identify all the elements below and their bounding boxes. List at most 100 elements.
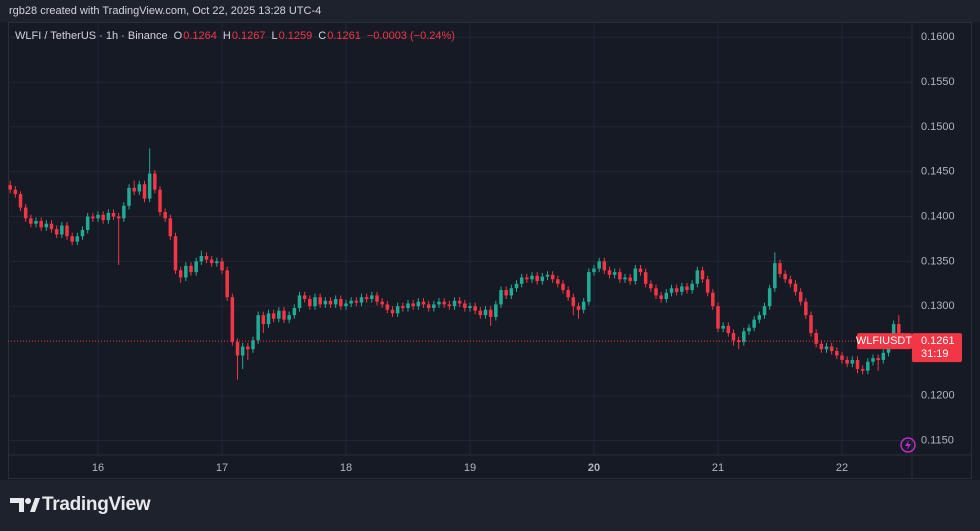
- candle-body: [199, 255, 204, 262]
- candle-body: [638, 268, 643, 273]
- candle-body: [659, 295, 663, 300]
- candle-body: [370, 295, 374, 300]
- candle-body: [628, 277, 632, 282]
- candle-body: [106, 212, 111, 221]
- candle-body: [597, 261, 601, 269]
- alert-icon[interactable]: [900, 437, 916, 453]
- candle-body: [695, 270, 700, 284]
- y-tick-label: 0.1500: [921, 121, 955, 133]
- candle-body: [855, 359, 860, 369]
- candle-body: [571, 297, 576, 307]
- candle-body: [519, 277, 524, 284]
- candle-body: [116, 216, 121, 219]
- candle-body: [8, 185, 12, 190]
- candle-body: [416, 301, 421, 307]
- candle-body: [726, 325, 731, 334]
- candle-body: [101, 214, 105, 221]
- candle-body: [463, 303, 467, 308]
- candle-body: [168, 218, 173, 237]
- candle-body: [364, 297, 369, 300]
- candle-body: [798, 291, 803, 302]
- x-tick-label: 22: [836, 462, 848, 474]
- candle-body: [230, 297, 235, 343]
- candle-body: [359, 297, 364, 303]
- candle-body: [122, 205, 126, 219]
- x-tick-label: 17: [216, 462, 228, 474]
- ohlc-value: 0.1264: [183, 30, 217, 42]
- candle-body: [711, 292, 715, 307]
- candle-body: [804, 301, 808, 316]
- chart-background: [0, 22, 980, 480]
- candle-body: [809, 315, 813, 334]
- candle-body: [654, 288, 658, 296]
- candle-body: [607, 270, 612, 275]
- candle-body: [633, 268, 638, 282]
- candle-body: [561, 283, 565, 291]
- candle-body: [302, 295, 307, 300]
- candle-body: [39, 221, 43, 228]
- candle-body: [137, 184, 142, 192]
- y-tick-label: 0.1450: [921, 166, 955, 178]
- candle-body: [840, 355, 844, 360]
- candle-body: [111, 212, 116, 217]
- candle-body: [793, 283, 798, 292]
- candle-body: [54, 229, 59, 235]
- ohlc-key: O: [173, 30, 183, 42]
- candle-body: [65, 225, 69, 237]
- candle-body: [318, 297, 322, 305]
- candle-body: [271, 313, 276, 319]
- y-tick-label: 0.1550: [921, 76, 955, 88]
- candle-body: [618, 272, 622, 280]
- grid: [8, 22, 912, 455]
- candle-body: [473, 306, 477, 311]
- candle-body: [850, 359, 855, 364]
- logo-dot: [25, 498, 31, 504]
- candle-body: [333, 299, 338, 305]
- candle-body: [742, 331, 746, 343]
- x-tick-label: 16: [92, 462, 104, 474]
- x-tick-label: 21: [712, 462, 724, 474]
- candle-body: [132, 187, 136, 192]
- candle-body: [592, 268, 596, 273]
- y-tick-label: 0.1300: [921, 300, 955, 312]
- candle-body: [669, 288, 674, 293]
- candle-body: [215, 261, 219, 264]
- candle-body: [514, 283, 519, 289]
- candle-body: [685, 286, 689, 291]
- y-tick-label: 0.1200: [921, 390, 955, 402]
- candle-body: [80, 229, 85, 237]
- ohlc-key: C: [318, 30, 327, 42]
- ohlc-value: 0.1259: [278, 30, 313, 42]
- candle-body: [406, 303, 410, 308]
- candle-body: [835, 351, 839, 356]
- candle-body: [49, 223, 54, 230]
- candle-body: [18, 194, 23, 208]
- candle-body: [731, 333, 736, 341]
- candle-body: [189, 265, 193, 273]
- candle-body: [261, 315, 266, 325]
- candle-body: [860, 368, 865, 371]
- candle-body: [762, 306, 767, 316]
- candle-body: [499, 290, 503, 305]
- candle-body: [44, 223, 49, 228]
- candle-body: [23, 207, 28, 219]
- candle-body: [173, 236, 178, 271]
- candle-body: [881, 352, 886, 360]
- candle-body: [127, 187, 131, 206]
- candle-body: [390, 309, 395, 314]
- candle-body: [395, 306, 400, 314]
- candle-body: [194, 261, 198, 273]
- symbol-tag: [857, 333, 912, 350]
- candle-body: [716, 306, 720, 329]
- candle-body: [897, 324, 901, 337]
- header: rgb28 created with TradingView.com, Oct …: [9, 5, 322, 17]
- candle-body: [757, 315, 762, 320]
- candle-body: [871, 358, 875, 362]
- candle-body: [819, 343, 824, 350]
- alert-bolt: [905, 440, 911, 450]
- candle-body: [876, 358, 880, 360]
- candle-body: [34, 221, 38, 224]
- candle-body: [705, 279, 710, 293]
